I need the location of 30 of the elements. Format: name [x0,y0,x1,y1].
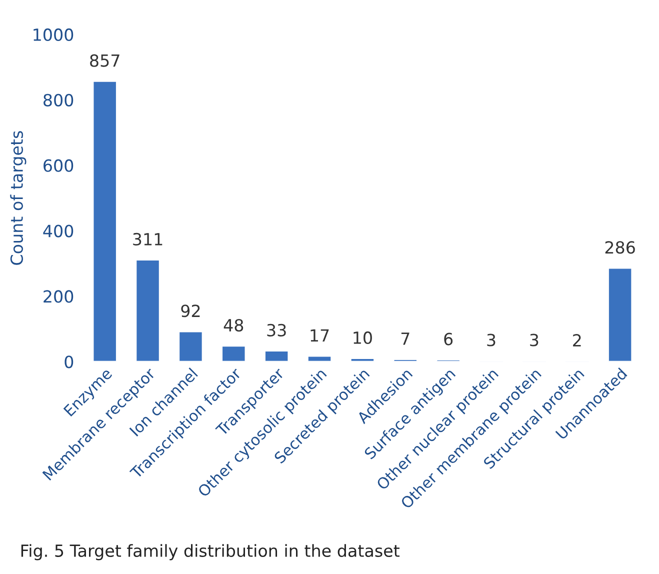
data-label: 3 [530,334,538,346]
bar [264,350,290,362]
bar [135,259,160,362]
data-label: 286 [605,241,635,254]
data-label: 2 [573,334,581,346]
y-axis-title: Count of targets [10,131,26,265]
y-tick-label: 200 [44,290,74,303]
y-tick-label: 600 [44,159,74,172]
data-label: 3 [487,334,496,346]
caption: Fig. 5 Target family distribution in the dataset [21,544,400,560]
data-label: 10 [354,331,372,344]
data-label: 17 [310,329,329,342]
bar [307,355,332,362]
y-tick-label: 1000 [34,28,74,42]
data-label: 92 [181,304,200,318]
bar [178,330,204,362]
data-label: 33 [267,324,286,336]
data-label: 6 [444,332,453,346]
data-label: 857 [90,54,120,67]
data-label: 311 [133,232,162,246]
bar [350,358,375,362]
data-label: 48 [224,318,244,332]
bar [92,80,118,362]
y-tick-label: 0 [64,356,74,368]
bar [608,267,633,362]
y-tick-label: 800 [44,94,74,106]
bar [221,345,246,362]
y-tick-label: 400 [43,224,74,238]
data-label: 7 [401,332,410,345]
bar [392,358,418,362]
